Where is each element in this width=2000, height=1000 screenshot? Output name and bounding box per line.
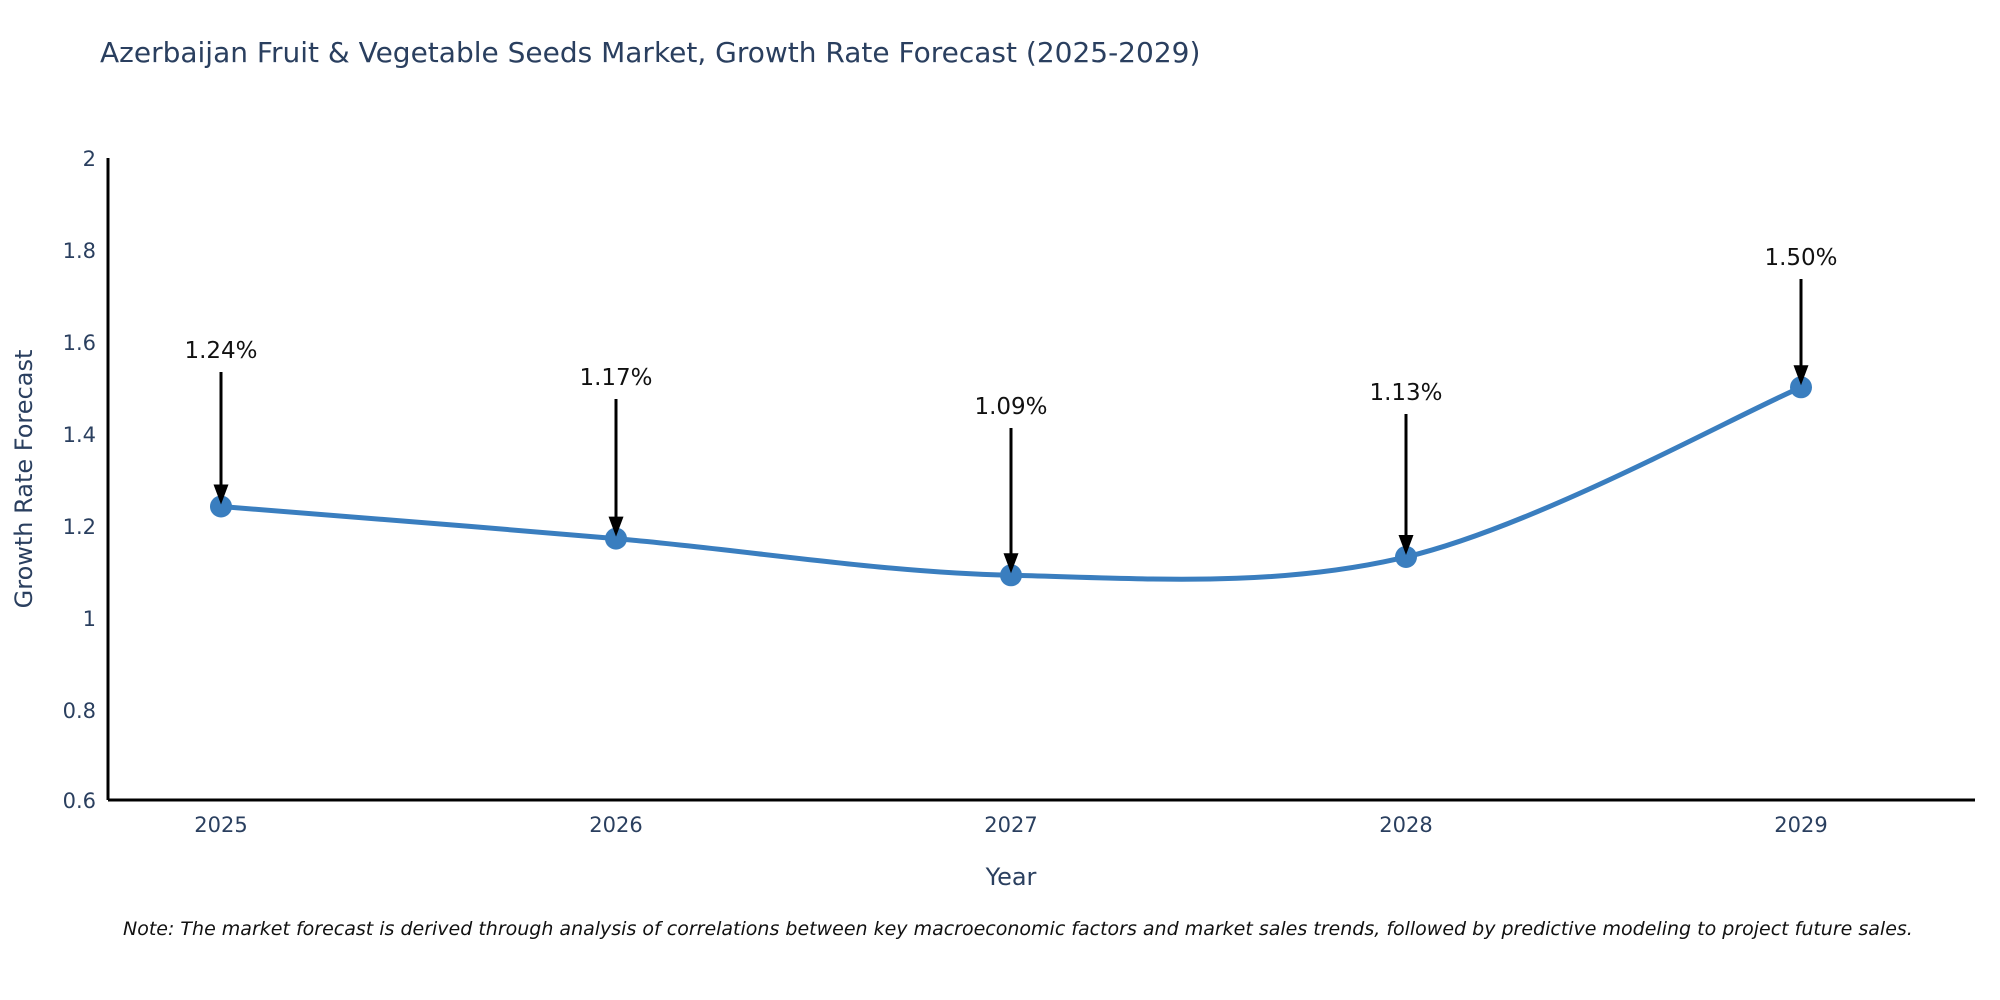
y-tick-label: 1.6 bbox=[63, 331, 96, 355]
annotation-arrow-head bbox=[608, 516, 624, 537]
chart-title: Azerbaijan Fruit & Vegetable Seeds Marke… bbox=[100, 36, 1201, 69]
x-tick-label: 2029 bbox=[1774, 813, 1827, 837]
x-tick-label: 2026 bbox=[589, 813, 642, 837]
data-point-marker[interactable] bbox=[210, 495, 232, 518]
data-point-labels: 1.24% 1.17% 1.09% 1.13% 1.50% bbox=[184, 245, 1837, 420]
x-axis-title: Year bbox=[985, 863, 1037, 891]
x-axis-tick-labels: 2025 2026 2027 2028 2029 bbox=[194, 813, 1827, 837]
data-point-marker[interactable] bbox=[605, 527, 627, 550]
data-point-marker[interactable] bbox=[1000, 564, 1022, 587]
y-axis-title: Growth Rate Forecast bbox=[10, 350, 38, 609]
annotation-arrow-head bbox=[213, 484, 229, 505]
annotation-arrow-head bbox=[1398, 534, 1414, 555]
y-tick-label: 1.4 bbox=[63, 423, 96, 447]
y-tick-label: 1.8 bbox=[63, 239, 96, 263]
data-point-marker[interactable] bbox=[1395, 545, 1417, 568]
data-label: 1.13% bbox=[1369, 380, 1442, 406]
y-tick-label: 0.8 bbox=[63, 699, 96, 723]
y-tick-label: 1 bbox=[83, 607, 96, 631]
data-label: 1.24% bbox=[184, 338, 257, 364]
annotation-arrows bbox=[213, 279, 1809, 574]
y-tick-label: 2 bbox=[83, 147, 96, 171]
x-tick-label: 2027 bbox=[984, 813, 1037, 837]
data-label: 1.50% bbox=[1764, 245, 1837, 271]
data-label: 1.09% bbox=[974, 394, 1047, 420]
y-tick-label: 0.6 bbox=[63, 789, 96, 813]
x-tick-label: 2028 bbox=[1379, 813, 1432, 837]
y-tick-label: 1.2 bbox=[63, 515, 96, 539]
annotation-arrow-head bbox=[1793, 365, 1809, 386]
annotation-arrow-head bbox=[1003, 553, 1019, 574]
x-tick-label: 2025 bbox=[194, 813, 247, 837]
y-axis-tick-labels: 2 1.8 1.6 1.4 1.2 1 0.8 0.6 bbox=[63, 147, 96, 813]
data-label: 1.17% bbox=[579, 365, 652, 391]
data-point-marker[interactable] bbox=[1790, 376, 1812, 399]
chart-footnote: Note: The market forecast is derived thr… bbox=[123, 918, 1913, 940]
data-point-markers bbox=[210, 376, 1812, 587]
